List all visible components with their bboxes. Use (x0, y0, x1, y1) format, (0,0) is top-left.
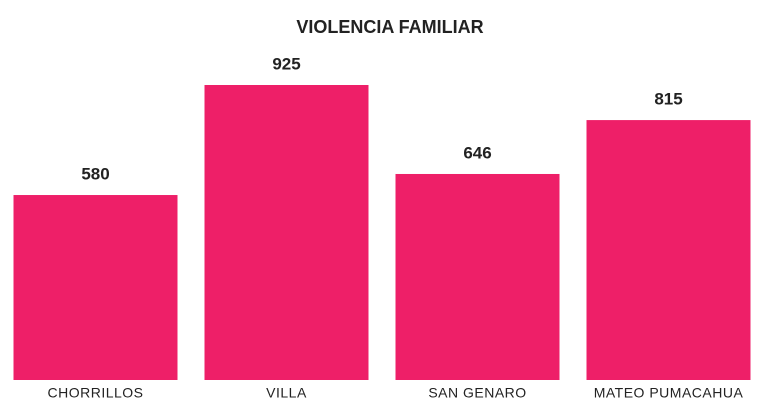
x-tick-label: CHORRILLOS (47, 385, 143, 401)
x-tick-label: MATEO PUMACAHUA (594, 385, 744, 401)
x-tick-label: SAN GENARO (428, 385, 526, 401)
x-tick-label: VILLA (266, 385, 307, 401)
value-label: 925 (272, 54, 300, 73)
bar (204, 85, 369, 380)
value-label: 580 (81, 165, 109, 184)
value-label: 646 (463, 143, 491, 162)
value-label: 815 (654, 90, 682, 109)
chart-title: VIOLENCIA FAMILIAR (296, 17, 483, 37)
bar (13, 195, 178, 380)
bar (586, 120, 751, 380)
bar (395, 173, 560, 380)
